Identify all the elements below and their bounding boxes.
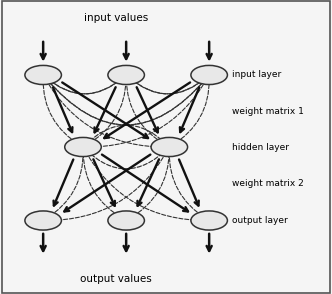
Ellipse shape bbox=[108, 211, 144, 230]
Ellipse shape bbox=[65, 138, 101, 156]
Ellipse shape bbox=[25, 211, 61, 230]
Text: weight matrix 2: weight matrix 2 bbox=[232, 179, 304, 188]
Ellipse shape bbox=[108, 65, 144, 85]
Text: weight matrix 1: weight matrix 1 bbox=[232, 107, 304, 116]
Ellipse shape bbox=[25, 65, 61, 85]
Text: output values: output values bbox=[80, 274, 152, 284]
Ellipse shape bbox=[151, 138, 188, 156]
Text: input layer: input layer bbox=[232, 71, 282, 79]
Text: output layer: output layer bbox=[232, 216, 288, 225]
Ellipse shape bbox=[191, 211, 227, 230]
Text: input values: input values bbox=[84, 13, 148, 23]
Text: hidden layer: hidden layer bbox=[232, 143, 290, 151]
Ellipse shape bbox=[191, 65, 227, 85]
